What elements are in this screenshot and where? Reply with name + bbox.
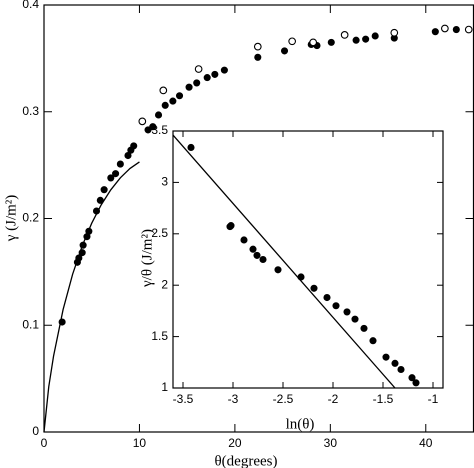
plot-frame: [172, 130, 444, 389]
filled-point: [310, 284, 318, 292]
x-tick-label: -3.5: [173, 392, 194, 406]
x-axis-label: θ(degrees): [215, 453, 278, 468]
open-point: [288, 37, 297, 46]
filled-point: [369, 337, 377, 345]
x-tick-label: 40: [419, 436, 433, 450]
filled-point: [408, 374, 416, 382]
y-tick-label: 3.5: [151, 123, 168, 137]
x-tick-label: -2: [328, 392, 339, 406]
x-tick-label: 30: [324, 436, 338, 450]
filled-point: [280, 47, 289, 55]
x-tick-label: 20: [228, 436, 242, 450]
filled-point: [323, 293, 331, 302]
fit-line: [172, 134, 396, 389]
filled-point: [352, 36, 360, 44]
filled-point: [144, 126, 152, 134]
open-point: [253, 42, 262, 51]
filled-point: [149, 123, 157, 131]
filled-point: [343, 308, 351, 316]
filled-point: [259, 255, 267, 264]
filled-point: [220, 66, 228, 74]
y-tick-label: 1: [161, 380, 168, 394]
filled-point: [249, 245, 257, 253]
filled-point: [175, 92, 184, 100]
filled-point: [360, 324, 368, 332]
open-point: [390, 28, 399, 37]
y-tick-label: 1.5: [151, 329, 168, 343]
filled-point: [211, 70, 219, 78]
filled-point: [397, 365, 405, 374]
filled-point: [100, 186, 108, 194]
x-tick-label: -2.5: [273, 392, 294, 406]
filled-point: [203, 74, 211, 82]
fit-line: [43, 161, 140, 433]
filled-point: [351, 315, 359, 323]
y-tick-label: 0.2: [22, 211, 39, 225]
filled-point: [185, 83, 193, 91]
filled-point: [187, 143, 195, 151]
filled-point: [391, 359, 399, 367]
x-tick-label: 0: [41, 436, 48, 450]
filled-point: [371, 32, 379, 40]
y-axis-label: γ (J/m²): [3, 195, 19, 243]
x-tick-label: -3: [228, 392, 239, 406]
open-point: [309, 38, 318, 47]
y-tick-label: 2: [161, 277, 168, 291]
filled-point: [431, 28, 439, 36]
y-tick-label: 0.1: [22, 317, 39, 331]
open-point: [194, 65, 203, 73]
x-tick-label: 10: [133, 436, 147, 450]
filled-point: [412, 379, 420, 387]
filled-point: [274, 266, 282, 274]
filled-point: [130, 142, 138, 150]
filled-point: [382, 353, 390, 361]
y-tick-label: 0.3: [22, 104, 39, 118]
filled-point: [154, 111, 163, 119]
y-tick-label: 0: [32, 424, 39, 438]
x-tick-label: -1.5: [373, 392, 394, 406]
filled-point: [161, 101, 169, 109]
open-point: [464, 25, 473, 34]
filled-point: [327, 38, 335, 46]
filled-point: [124, 151, 132, 160]
filled-point: [253, 251, 261, 259]
open-point: [441, 24, 449, 33]
filled-point: [169, 97, 177, 105]
x-axis-label: ln(θ): [286, 416, 315, 432]
y-tick-label: 0.4: [22, 0, 39, 11]
y-tick-label: 3: [161, 175, 168, 189]
filled-point: [332, 302, 340, 310]
filled-point: [362, 35, 370, 43]
y-axis-label: γ/θ (J/m²): [139, 229, 155, 288]
filled-point: [107, 174, 115, 182]
filled-point: [193, 79, 201, 87]
open-point: [340, 31, 349, 39]
y-tick-label: 2.5: [151, 226, 168, 240]
filled-point: [112, 170, 120, 178]
filled-point: [227, 222, 235, 230]
open-point: [159, 86, 168, 95]
x-tick-label: -1: [428, 392, 439, 406]
filled-point: [116, 160, 124, 168]
filled-point: [452, 26, 460, 34]
filled-point: [240, 236, 248, 244]
filled-point: [254, 53, 262, 61]
open-point: [138, 117, 147, 126]
